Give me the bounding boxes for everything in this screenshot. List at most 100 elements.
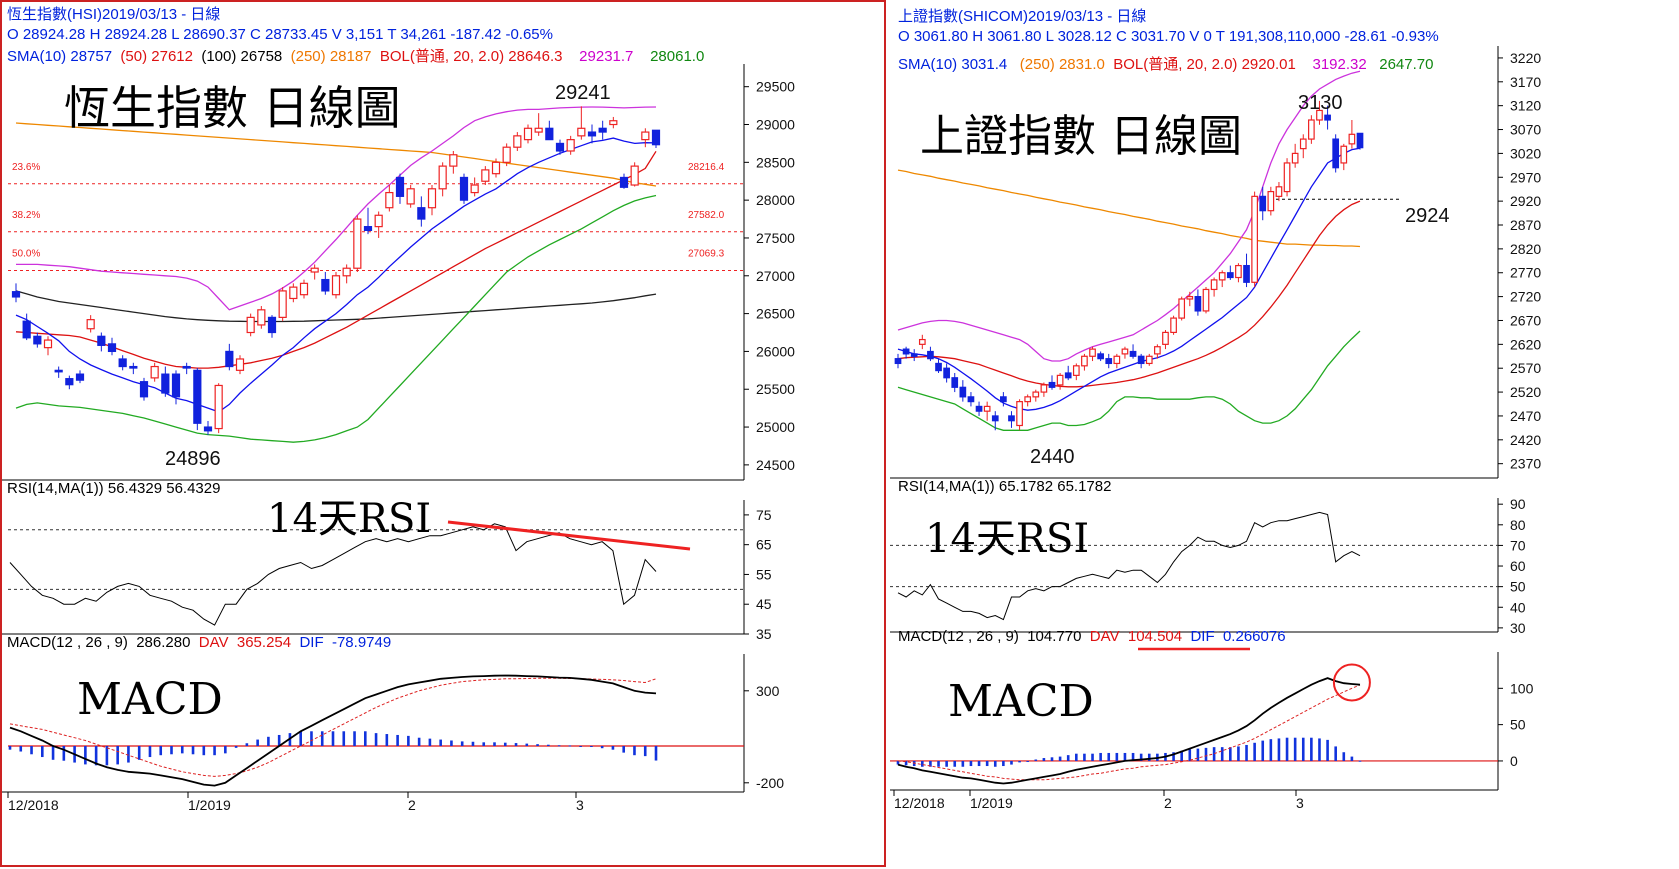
hsi-macd-hist-bar — [320, 731, 324, 746]
sh-macd-hist-bar — [1237, 746, 1240, 761]
hsi-candle-body — [470, 184, 479, 194]
hsi-candle-body — [129, 365, 138, 369]
sh-macd-hist-bar — [1026, 760, 1029, 762]
hsi-macd-hist-bar — [482, 742, 486, 746]
sh-macd-hist-bar — [1131, 752, 1135, 761]
hsi-candle-body — [577, 127, 586, 137]
sh-candle-body — [918, 338, 926, 345]
hsi-candle-body — [545, 127, 554, 141]
hsi-sma10-line — [15, 137, 657, 413]
sh-candle-body — [1072, 365, 1080, 376]
hsi-main-ytick-label: 28500 — [756, 154, 795, 170]
hsi-macd-hist-bar — [536, 744, 539, 746]
sh-sma10-line — [897, 147, 1361, 411]
hsi-candle-body — [502, 146, 511, 163]
sh-macd-hist-bar — [929, 760, 932, 767]
hsi-candle-body — [118, 358, 127, 368]
sh-high-label: 3130 — [1298, 92, 1343, 114]
hsi-macd-header: MACD(12 , 26 , 9) 286.280 DAV 365.254 DI… — [7, 634, 391, 652]
hsi-macd-hist-bar — [191, 746, 195, 755]
hsi-macd-hist-bar — [439, 739, 442, 746]
sh-macd-hist-bar — [1010, 760, 1013, 765]
hsi-macd-hist-bar — [590, 746, 593, 747]
hsi-macd-hist-bar — [94, 746, 98, 766]
hsi-fib-pct-label: 38.2% — [12, 210, 40, 221]
hsi-xtick-label: 12/2018 — [8, 797, 59, 813]
hsi-candle-body — [43, 339, 53, 349]
sh-candle-body — [1040, 384, 1048, 393]
hsi-macd-hist-bar — [450, 740, 453, 746]
hsi-bol-mid: 28646.3 — [508, 48, 563, 65]
sh-candle-body — [894, 358, 902, 365]
hsi-macd-hist-bar — [137, 746, 141, 760]
hsi-fib-value-label: 27582.0 — [688, 210, 725, 221]
hsi-candle-body — [86, 319, 95, 330]
hsi-candle-body — [235, 358, 245, 371]
hsi-macd-hist-bar — [299, 731, 302, 746]
hsi-macd-hist-bar — [19, 746, 23, 752]
sh-macd-hist-bar — [1075, 753, 1078, 761]
hsi-candle-body — [182, 365, 191, 369]
hsi-dav-label: DAV — [198, 634, 229, 651]
hsi-candle-body — [299, 282, 309, 296]
hsi-macd-hist-bar — [159, 746, 163, 756]
hsi-high-label: 29241 — [555, 82, 611, 104]
hsi-sma10-label: SMA(10) — [7, 48, 67, 65]
sh-candle-body — [1283, 162, 1291, 193]
sh-xtick-label: 2 — [1164, 795, 1172, 811]
hsi-macd-hist-bar — [342, 731, 346, 746]
hsi-candle-body — [459, 176, 469, 201]
hsi-candle-body — [449, 154, 458, 167]
hsi-sma250-value: 28187 — [329, 48, 372, 65]
hsi-candle-body — [54, 369, 63, 373]
hsi-macd-hist-bar — [277, 734, 281, 746]
hsi-macd-hist-bar — [525, 743, 529, 746]
hsi-macd-hist-bar — [407, 735, 410, 746]
sh-candle-body — [1032, 391, 1040, 398]
sh-main-ytick-label: 2670 — [1510, 312, 1541, 328]
sh-candle-body — [1162, 331, 1169, 345]
hsi-candle-body — [289, 286, 298, 300]
hsi-macd-hist-bar — [127, 746, 130, 763]
sh-macd-hist-bar — [1277, 738, 1281, 761]
sh-candle-body — [1226, 272, 1234, 279]
hsi-candle-body — [203, 426, 213, 432]
hsi-macd-hist-bar — [41, 746, 44, 758]
sh-candle-body — [1064, 372, 1072, 379]
hsi-dav-value: 365.254 — [236, 634, 292, 651]
sh-candle-body — [1186, 296, 1194, 300]
hsi-candle-body — [33, 335, 42, 345]
sh-macd-hist-bar — [1091, 753, 1094, 761]
sh-candle-body — [1251, 195, 1258, 283]
sh-macd-hist-bar — [1099, 752, 1102, 761]
sh-macd-hist-bar — [1229, 747, 1232, 761]
hsi-sma250-line — [15, 122, 657, 187]
sh-macd-hist-bar — [1285, 737, 1289, 761]
sh-macd-hist-bar — [1358, 760, 1362, 762]
hsi-bol-low: 28061.0 — [650, 48, 705, 65]
hsi-sma50-label: (50) — [120, 48, 148, 65]
hsi-main-ytick-label: 26500 — [756, 306, 795, 322]
sh-candle-body — [1170, 317, 1177, 334]
hsi-macd-hist-bar — [428, 738, 432, 746]
hsi-bol-lower-line — [15, 194, 657, 443]
sh-candle-body — [1008, 415, 1015, 422]
sh-macd-hist-bar — [1058, 756, 1062, 761]
sh-candle-body — [1178, 298, 1186, 319]
hsi-macd-hist-bar — [8, 746, 12, 750]
hsi-macd-hist-bar — [148, 746, 152, 758]
hsi-macd-hist-bar — [568, 745, 572, 747]
sh-candle-body — [1267, 190, 1275, 212]
hsi-candle-body — [75, 373, 85, 381]
sh-dav-label: DAV — [1089, 628, 1120, 645]
sh-main-ytick-label: 3070 — [1510, 122, 1541, 138]
sh-main-ytick-label: 2370 — [1510, 456, 1541, 472]
hsi-macd-signal-line — [9, 677, 657, 777]
hsi-xtick-label: 1/2019 — [188, 797, 231, 813]
sh-bol-lower-line — [897, 330, 1361, 431]
sh-rsi-ytick-label: 60 — [1510, 558, 1526, 574]
hsi-candle-body — [257, 309, 266, 326]
hsi-macd-hist-bar — [51, 746, 55, 760]
sh-macd-hist-bar — [977, 760, 981, 767]
hsi-candle-body — [374, 214, 383, 228]
